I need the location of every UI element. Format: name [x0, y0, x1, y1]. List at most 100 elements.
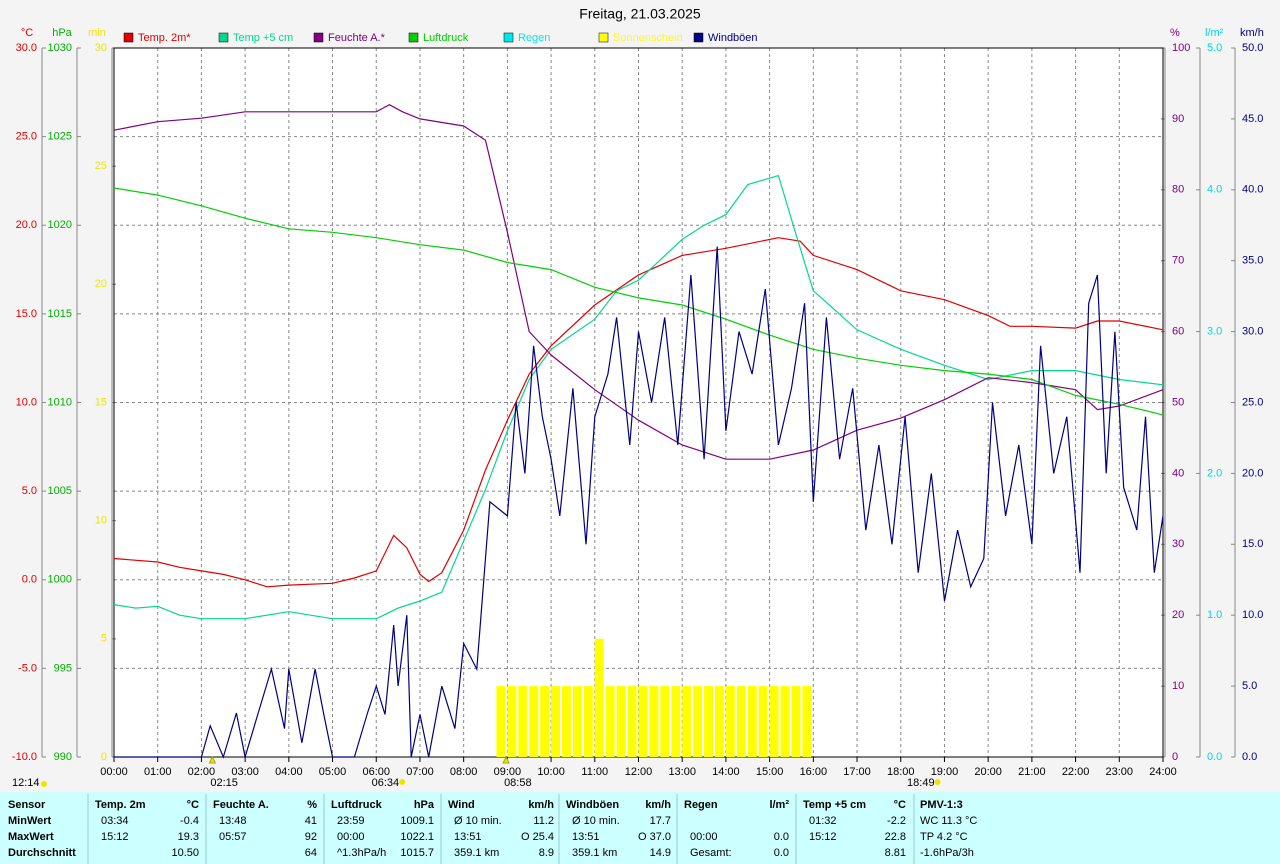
y-tick-label: 995 [54, 662, 72, 674]
x-tick-label: 24:00 [1149, 766, 1177, 778]
y-tick-label: 50.0 [1242, 42, 1263, 54]
table-cell: 15:12 [101, 831, 129, 843]
y-tick-label: 30.0 [16, 42, 37, 54]
x-tick-label: 08:00 [450, 766, 478, 778]
y-tick-label: 35.0 [1242, 255, 1263, 267]
x-tick-label: 23:00 [1106, 766, 1134, 778]
x-tick-label: 19:00 [931, 766, 959, 778]
table-cell: 13:51 [572, 831, 600, 843]
x-tick-label: 16:00 [800, 766, 828, 778]
annotation-label: 06:34 [372, 777, 400, 789]
y-tick-label: 5.0 [1207, 42, 1222, 54]
table-cell: 01:32 [809, 815, 837, 827]
sunshine-bar [616, 686, 626, 757]
table-cell: Durchschnitt [8, 847, 76, 859]
x-tick-label: 09:00 [494, 766, 522, 778]
table-header: km/h [645, 799, 671, 811]
y-tick-label: 4.0 [1207, 184, 1222, 196]
table-cell: 1009.1 [400, 815, 434, 827]
legend-label: Temp. 2m* [138, 32, 191, 44]
y-tick-label: 2.0 [1207, 467, 1222, 479]
y-tick-label: 25.0 [16, 131, 37, 143]
y-tick-label: 30.0 [1242, 326, 1263, 338]
y-tick-label: 45.0 [1242, 113, 1263, 125]
table-header: Luftdruck [331, 799, 383, 811]
axis-unit: km/h [1240, 27, 1264, 39]
sunshine-bar [496, 686, 506, 757]
x-tick-label: 01:00 [144, 766, 172, 778]
y-tick-label: 20.0 [1242, 467, 1263, 479]
sunshine-bar [638, 686, 648, 757]
annotation-marker [934, 779, 941, 785]
legend-swatch [313, 32, 324, 43]
y-tick-label: 25.0 [1242, 396, 1263, 408]
table-cell: TP 4.2 °C [920, 831, 968, 843]
legend-label: Windböen [708, 32, 758, 44]
sunshine-bar [540, 686, 550, 757]
sunshine-bar [572, 686, 582, 757]
y-tick-label: 5 [101, 633, 107, 645]
x-tick-label: 22:00 [1062, 766, 1090, 778]
table-cell: 8.9 [539, 847, 554, 859]
x-tick-label: 15:00 [756, 766, 784, 778]
sunshine-bar [627, 686, 637, 757]
table-header: Windböen [566, 799, 619, 811]
y-tick-label: 40.0 [1242, 184, 1263, 196]
table-cell: WC 11.3 °C [920, 815, 977, 827]
y-tick-label: 100 [1172, 42, 1190, 54]
y-tick-label: 0.0 [1242, 751, 1257, 763]
table-cell: 1015.7 [400, 847, 434, 859]
y-tick-label: 15.0 [16, 308, 37, 320]
table-cell: ^1.3hPa/h [337, 847, 386, 859]
legend-swatch [503, 32, 514, 43]
x-tick-label: 13:00 [668, 766, 696, 778]
table-cell: 00:00 [690, 831, 718, 843]
table-header: hPa [414, 799, 435, 811]
table-header: l/m² [769, 799, 789, 811]
table-cell: 03:34 [101, 815, 129, 827]
y-tick-label: 80 [1172, 184, 1184, 196]
x-tick-label: 17:00 [843, 766, 871, 778]
x-tick-label: 21:00 [1018, 766, 1046, 778]
sunshine-bar [725, 686, 735, 757]
sunshine-bar [802, 686, 812, 757]
y-tick-label: 20.0 [16, 219, 37, 231]
table-cell: 13:51 [454, 831, 482, 843]
y-tick-label: 30 [95, 42, 107, 54]
annotation-marker [399, 779, 406, 785]
x-tick-label: 00:00 [100, 766, 128, 778]
legend-label: Luftdruck [423, 32, 469, 44]
table-cell: 13:48 [219, 815, 247, 827]
table-cell: 1022.1 [400, 831, 434, 843]
x-tick-label: 10:00 [537, 766, 565, 778]
table-header: °C [187, 799, 199, 811]
legend-label: Regen [518, 32, 550, 44]
y-tick-label: 1000 [48, 574, 72, 586]
table-cell: -2.2 [887, 815, 906, 827]
legend-swatch [408, 32, 419, 43]
legend-label: Feuchte A.* [328, 32, 386, 44]
y-tick-label: 10 [1172, 680, 1184, 692]
table-background [0, 792, 1280, 864]
sunshine-bar [791, 686, 801, 757]
y-tick-label: 40 [1172, 467, 1184, 479]
y-tick-label: 1010 [48, 396, 72, 408]
y-tick-label: 90 [1172, 113, 1184, 125]
table-cell: 64 [305, 847, 317, 859]
y-tick-label: 60 [1172, 326, 1184, 338]
table-header: km/h [528, 799, 554, 811]
y-tick-label: 990 [54, 751, 72, 763]
annotation-marker [502, 755, 510, 764]
chart-title: Freitag, 21.03.2025 [579, 6, 701, 22]
y-tick-label: 0 [101, 751, 107, 763]
sunshine-bar [605, 686, 615, 757]
table-cell: 41 [305, 815, 317, 827]
table-cell: Gesamt: [690, 847, 732, 859]
table-cell: 0.0 [774, 831, 789, 843]
table-cell: 05:57 [219, 831, 247, 843]
x-tick-label: 04:00 [275, 766, 303, 778]
table-cell: Ø 10 min. [572, 815, 620, 827]
x-tick-label: 14:00 [712, 766, 740, 778]
axis-unit: min [88, 27, 106, 39]
table-cell: 23:59 [337, 815, 365, 827]
